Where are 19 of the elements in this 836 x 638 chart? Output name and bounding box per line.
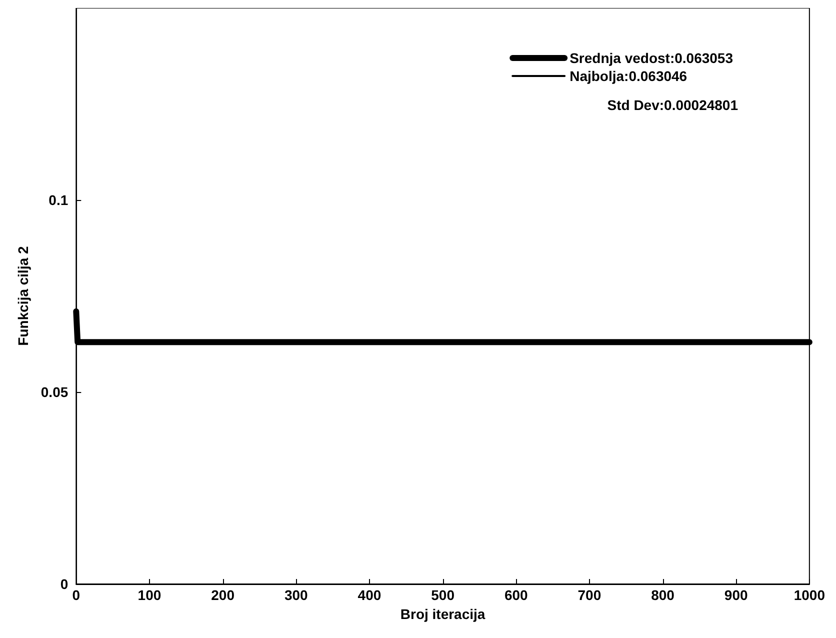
x-tick-label: 0 bbox=[72, 587, 80, 603]
x-tick-label: 300 bbox=[284, 587, 308, 603]
x-tick-label: 800 bbox=[651, 587, 675, 603]
x-tick-label: 900 bbox=[724, 587, 748, 603]
annotation: Std Dev:0.00024801 bbox=[607, 97, 738, 113]
y-tick-label: 0 bbox=[60, 576, 68, 592]
x-tick-label: 1000 bbox=[794, 587, 826, 603]
x-tick-label: 100 bbox=[138, 587, 162, 603]
x-tick-label: 400 bbox=[358, 587, 382, 603]
x-tick-label: 200 bbox=[211, 587, 235, 603]
x-tick-label: 500 bbox=[431, 587, 455, 603]
x-axis-title: Broj iteracija bbox=[400, 606, 486, 622]
y-tick-label: 0.05 bbox=[40, 384, 68, 400]
y-axis-title: Funkcija cilja 2 bbox=[15, 246, 31, 346]
x-tick-label: 600 bbox=[504, 587, 528, 603]
legend-label: Srednja vedost:0.063053 bbox=[570, 50, 734, 66]
legend-label: Najbolja:0.063046 bbox=[570, 68, 688, 84]
y-tick-label: 0.1 bbox=[48, 192, 68, 208]
x-tick-label: 700 bbox=[578, 587, 602, 603]
